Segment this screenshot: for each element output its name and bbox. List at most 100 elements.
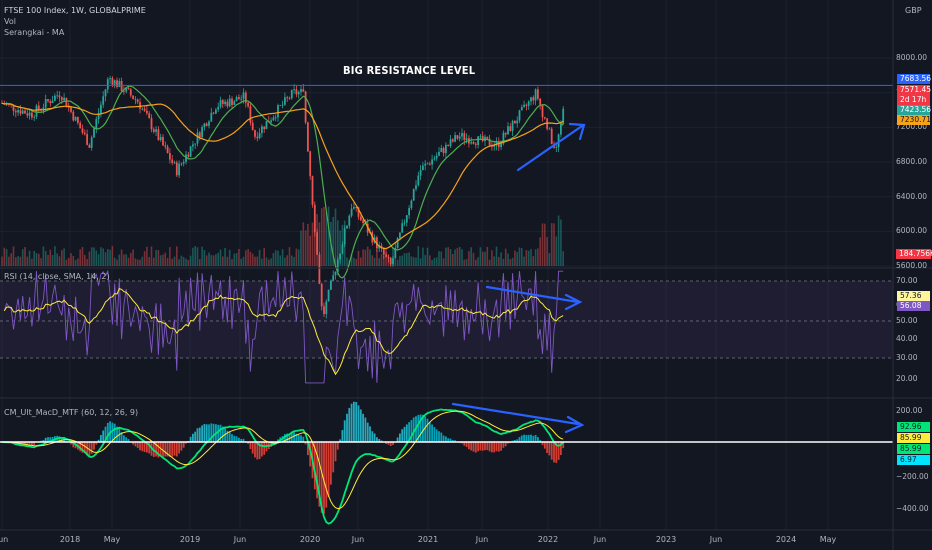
volume-bar xyxy=(5,249,8,266)
volume-bar xyxy=(219,249,222,266)
volume-bar xyxy=(429,255,431,266)
volume-bar xyxy=(562,251,564,266)
macd-histogram-bar xyxy=(97,439,100,442)
rsi-value-tag: 57.36 xyxy=(897,291,930,301)
volume-bar xyxy=(31,258,33,266)
macd-histogram-bar xyxy=(451,440,454,442)
candle-body xyxy=(81,128,84,133)
candle-body xyxy=(479,135,482,137)
candle-body xyxy=(502,132,505,144)
volume-bar xyxy=(127,257,130,266)
volume-bar xyxy=(261,258,263,266)
volume-bar xyxy=(475,259,477,266)
macd-histogram-bar xyxy=(468,442,470,450)
candle-body xyxy=(307,122,309,152)
volume-bar xyxy=(192,247,194,266)
candle-body xyxy=(102,96,105,105)
candle-body xyxy=(111,78,114,85)
volume-bar xyxy=(337,220,339,266)
macd-signal-line xyxy=(2,410,564,510)
candle-body xyxy=(357,207,360,217)
candle-body xyxy=(175,162,178,176)
volume-bar xyxy=(371,255,374,266)
volume-bar xyxy=(417,246,420,266)
resistance-annotation[interactable]: BIG RESISTANCE LEVEL xyxy=(343,64,476,77)
macd-histogram-bar xyxy=(120,432,123,442)
macd-histogram-bar xyxy=(369,426,371,442)
volume-bar xyxy=(332,217,334,266)
candle-body xyxy=(26,113,29,116)
candle-body xyxy=(297,92,300,95)
macd-histogram-bar xyxy=(169,442,171,457)
macd-histogram-bar xyxy=(104,426,107,442)
price-tick-label: 7200.00 xyxy=(896,122,928,132)
macd-histogram-bar xyxy=(520,435,523,442)
candle-body xyxy=(274,117,277,119)
macd-histogram-bar xyxy=(210,423,213,442)
ma-fast-line xyxy=(1,85,564,279)
macd-histogram-bar xyxy=(442,435,445,442)
macd-histogram-bar xyxy=(302,436,305,442)
macd-histogram-bar xyxy=(318,442,321,507)
candle-body xyxy=(419,170,422,176)
volume-bar xyxy=(525,250,528,266)
candle-body xyxy=(300,89,302,93)
macd-histogram-bar xyxy=(26,442,29,446)
macd-histogram-bar xyxy=(180,442,183,451)
macd-histogram-bar xyxy=(523,434,525,442)
macd-legend[interactable]: CM_Ult_MacD_MTF (60, 12, 26, 9) xyxy=(4,408,139,417)
macd-histogram-bar xyxy=(33,442,36,445)
volume-bar xyxy=(318,222,321,266)
candle-body xyxy=(272,117,275,121)
macd-histogram-bar xyxy=(428,422,431,442)
candle-body xyxy=(33,116,36,118)
candle-body xyxy=(77,116,79,123)
macd-histogram-bar xyxy=(60,437,63,442)
macd-histogram-bar xyxy=(49,437,52,442)
time-tick-label: 2021 xyxy=(417,535,439,544)
volume-bar xyxy=(19,256,22,266)
macd-histogram-bar xyxy=(486,442,489,451)
candle-body xyxy=(235,97,238,102)
macd-histogram-bar xyxy=(231,434,233,442)
volume-bar xyxy=(81,246,84,266)
volume-bar xyxy=(171,258,173,266)
candle-body xyxy=(537,89,539,99)
candle-body xyxy=(477,136,479,145)
macd-histogram-bar xyxy=(212,423,215,442)
candle-body xyxy=(555,147,558,148)
volume-bar xyxy=(217,252,219,266)
macd-histogram-bar xyxy=(178,442,180,454)
candle-body xyxy=(422,165,424,171)
macd-histogram xyxy=(0,401,893,525)
volume-legend[interactable]: Vol xyxy=(4,17,16,26)
price-tick-label: 6400.00 xyxy=(896,191,928,201)
volume-bar xyxy=(399,255,401,266)
symbol-legend[interactable]: FTSE 100 Index, 1W, GLOBALPRIME xyxy=(4,6,146,15)
macd-tick-label: 200.00 xyxy=(896,406,923,415)
volume-bar xyxy=(180,255,183,266)
volume-bar xyxy=(488,259,491,266)
volume-bar xyxy=(123,254,125,266)
macd-histogram-bar xyxy=(424,416,427,442)
macd-histogram-bar xyxy=(366,422,369,442)
volume-bar xyxy=(500,252,502,266)
candle-body xyxy=(47,99,49,102)
ma-legend[interactable]: Serangkai - MA xyxy=(4,28,65,37)
price-candles xyxy=(1,75,565,319)
candle-body xyxy=(256,136,259,139)
volume-bar xyxy=(3,247,6,266)
macd-histogram-bar xyxy=(502,442,505,448)
macd-histogram-bar xyxy=(541,442,544,446)
volume-bar xyxy=(63,248,65,266)
rsi-legend[interactable]: RSI (14, close, SMA, 14, 2) xyxy=(4,272,110,281)
candle-body xyxy=(247,102,249,107)
volume-bar xyxy=(470,247,472,266)
volume-bar xyxy=(440,251,443,266)
macd-histogram-bar xyxy=(477,442,479,452)
volume-bar xyxy=(516,252,518,266)
candle-body xyxy=(435,155,438,159)
time-tick-label: 2018 xyxy=(59,535,81,544)
volume-bar xyxy=(185,258,187,266)
volume-bar xyxy=(435,257,438,266)
